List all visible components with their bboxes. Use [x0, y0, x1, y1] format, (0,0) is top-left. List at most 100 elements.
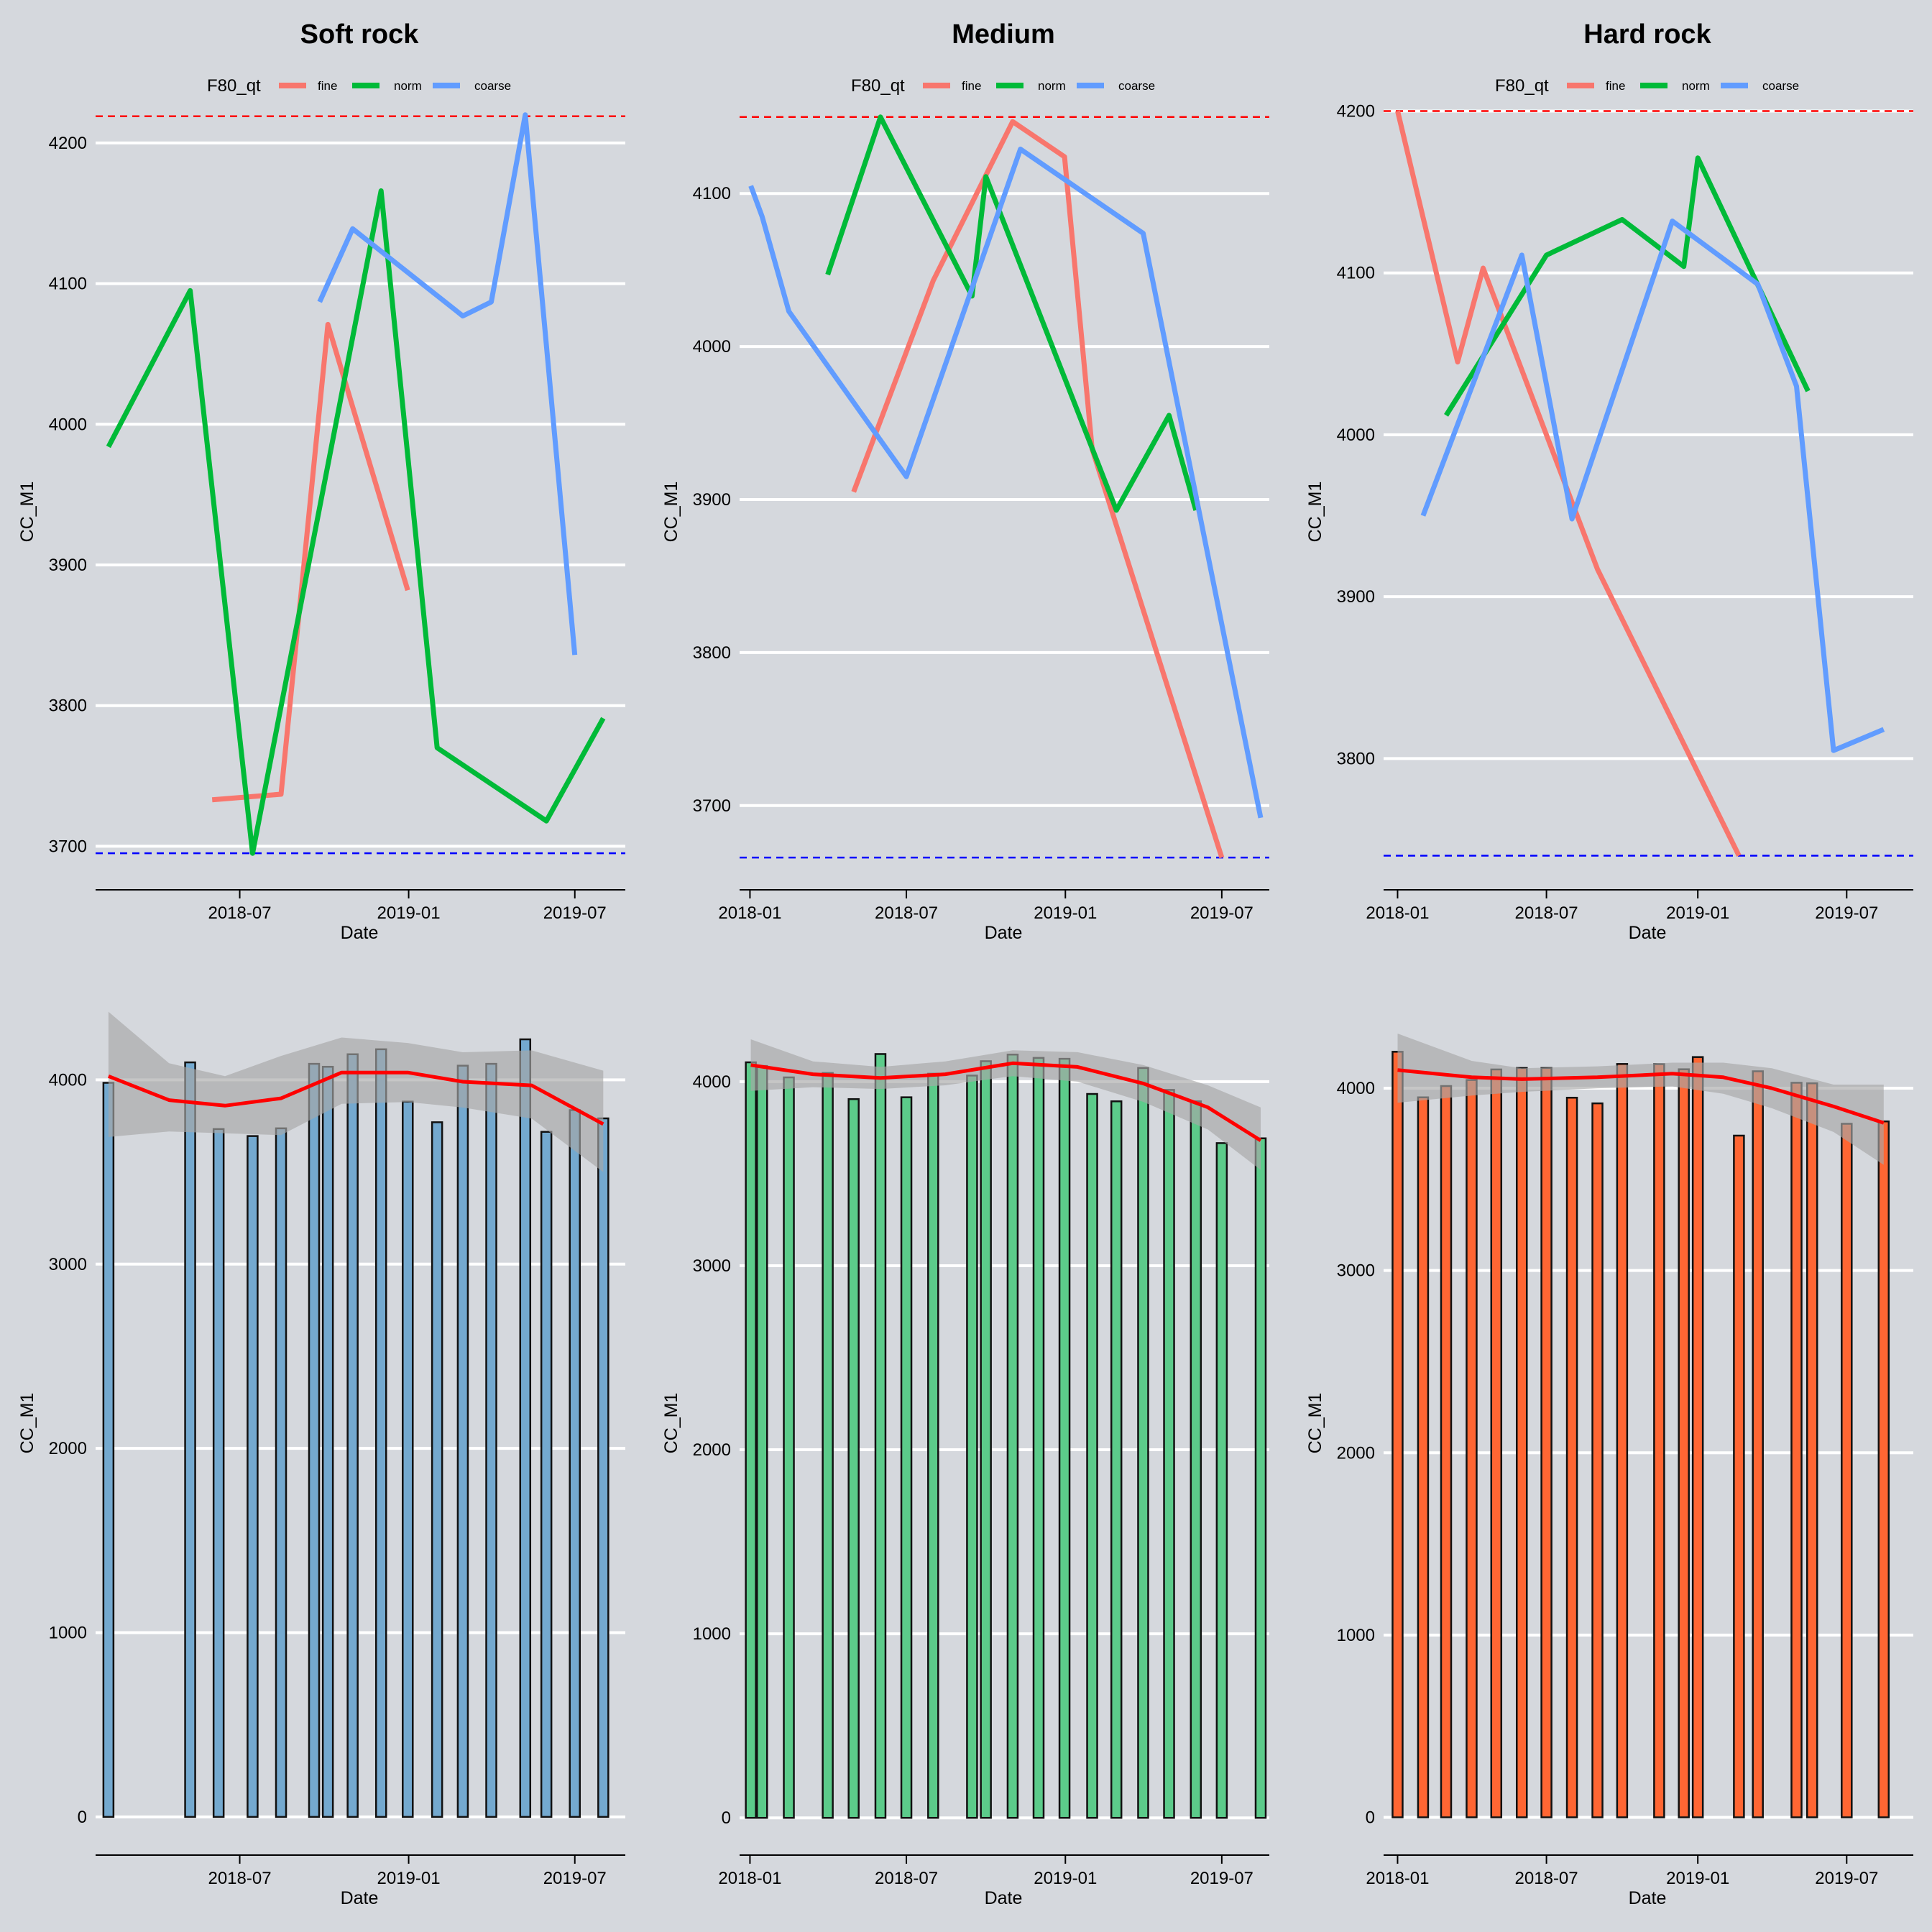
x-tick-label: 2019-01 [377, 1869, 441, 1888]
x-tick-label: 2018-01 [718, 903, 781, 923]
y-tick-label: 4100 [1337, 264, 1375, 283]
legend-label-fine: fine [962, 79, 981, 93]
x-tick-label: 2019-07 [1815, 903, 1878, 923]
y-tick-label: 3800 [693, 643, 731, 663]
y-tick-label: 4000 [1337, 1079, 1375, 1098]
y-tick-label: 3700 [49, 837, 87, 856]
bar [1466, 1079, 1478, 1818]
bar [1678, 1068, 1690, 1818]
legend-soft-rock: F80_qt fine norm coarse [207, 76, 511, 96]
bar [346, 1053, 359, 1818]
y-tick-label: 2000 [693, 1440, 731, 1460]
y-tick-label: 0 [1366, 1808, 1375, 1827]
y-tick-label: 2000 [49, 1439, 87, 1458]
bar [456, 1064, 469, 1818]
x-tick-label: 2018-07 [1515, 903, 1578, 923]
bar [980, 1060, 992, 1819]
y-tick-label: 3000 [693, 1256, 731, 1276]
y-tick-label: 1000 [693, 1624, 731, 1644]
x-tick-label: 2018-01 [718, 1869, 781, 1888]
panel-medium-lines: 3700 3800 3900 4000 4100 2018-01 2018-07 2019-0… [693, 114, 1269, 923]
bar [519, 1038, 532, 1818]
panel-soft-rock-lines: 3700 3800 3900 4000 4100 4200 2018-07 2019-01 20… [49, 112, 625, 923]
bar [1752, 1070, 1764, 1818]
bar [1058, 1057, 1071, 1819]
series-line-fine [851, 119, 1225, 859]
legend-title: F80_qt [1495, 76, 1549, 96]
confidence-band [1397, 1034, 1884, 1165]
series-line-fine [1395, 110, 1742, 857]
panel-soft-rock-bars: 0 1000 2000 3000 4000 2018-07 2019-01 2019-07 [49, 1011, 625, 1888]
legend-title: F80_qt [851, 76, 905, 96]
y-tick-label: 3000 [49, 1255, 87, 1274]
x-tick-label: 2018-07 [875, 1869, 938, 1888]
y-axis-label: CC_M1 [1305, 1393, 1325, 1454]
x-tick-label: 2019-07 [1815, 1869, 1878, 1888]
legend-label-coarse: coarse [474, 79, 511, 93]
bar [1841, 1123, 1853, 1818]
bar [756, 1064, 768, 1819]
bar [1565, 1096, 1578, 1818]
x-axis-label: Date [985, 923, 1023, 943]
bar [1215, 1142, 1228, 1819]
bar [1032, 1057, 1045, 1819]
y-axis-label: CC_M1 [661, 1393, 681, 1454]
y-tick-label: 4000 [693, 1072, 731, 1092]
bar [966, 1075, 978, 1819]
legend-label-norm: norm [394, 79, 422, 93]
y-tick-label: 4000 [49, 1070, 87, 1090]
bar [1392, 1051, 1404, 1818]
bar [1417, 1096, 1430, 1818]
bar [1591, 1102, 1604, 1818]
y-tick-label: 3800 [49, 696, 87, 716]
bar [1490, 1068, 1503, 1818]
y-tick-label: 3700 [693, 796, 731, 816]
bar [1877, 1120, 1890, 1818]
bar [1086, 1092, 1098, 1819]
bar [1440, 1085, 1453, 1818]
y-tick-label: 3000 [1337, 1261, 1375, 1281]
y-tick-label: 4200 [49, 134, 87, 153]
y-axis-label: CC_M1 [17, 482, 37, 543]
y-axis-label: CC_M1 [661, 482, 681, 543]
bar [900, 1096, 913, 1819]
legend-medium: F80_qt fine norm coarse [851, 76, 1155, 96]
bar [540, 1131, 553, 1818]
bar [275, 1127, 288, 1818]
legend-label-norm: norm [1682, 79, 1710, 93]
bar [431, 1121, 443, 1818]
series-line-norm [1444, 155, 1811, 417]
x-tick-label: 2019-07 [1190, 903, 1254, 923]
y-tick-label: 4000 [1337, 426, 1375, 445]
bar [485, 1062, 497, 1818]
confidence-band [750, 1039, 1261, 1170]
panel-medium-bars: 0 1000 2000 3000 4000 2018-01 2018-07 2019-01 20… [693, 1039, 1269, 1888]
series-line-coarse [317, 112, 578, 656]
y-tick-label: 3900 [49, 556, 87, 575]
bar [1137, 1067, 1149, 1819]
y-axis-label: CC_M1 [1305, 482, 1325, 543]
y-tick-label: 3900 [693, 490, 731, 510]
x-tick-label: 2019-07 [543, 903, 607, 923]
bar [1110, 1100, 1123, 1819]
x-tick-label: 2019-01 [1666, 903, 1729, 923]
legend-hard-rock: F80_qt fine norm coarse [1495, 76, 1799, 96]
bar [374, 1048, 387, 1818]
bar [1616, 1063, 1629, 1818]
x-tick-label: 2019-07 [1190, 1869, 1254, 1888]
y-axis-label: CC_M1 [17, 1393, 37, 1454]
confidence-band [108, 1011, 604, 1172]
x-axis-label: Date [1629, 923, 1667, 943]
bar [321, 1065, 334, 1818]
x-tick-label: 2018-07 [875, 903, 938, 923]
bar [212, 1128, 225, 1818]
y-tick-label: 0 [78, 1808, 87, 1827]
y-tick-label: 4200 [1337, 102, 1375, 121]
bar [402, 1100, 414, 1818]
bar [1516, 1067, 1528, 1818]
bar [184, 1061, 196, 1818]
legend-label-coarse: coarse [1118, 79, 1155, 93]
bar [569, 1109, 581, 1818]
bar [1190, 1100, 1202, 1819]
bar [847, 1098, 860, 1819]
